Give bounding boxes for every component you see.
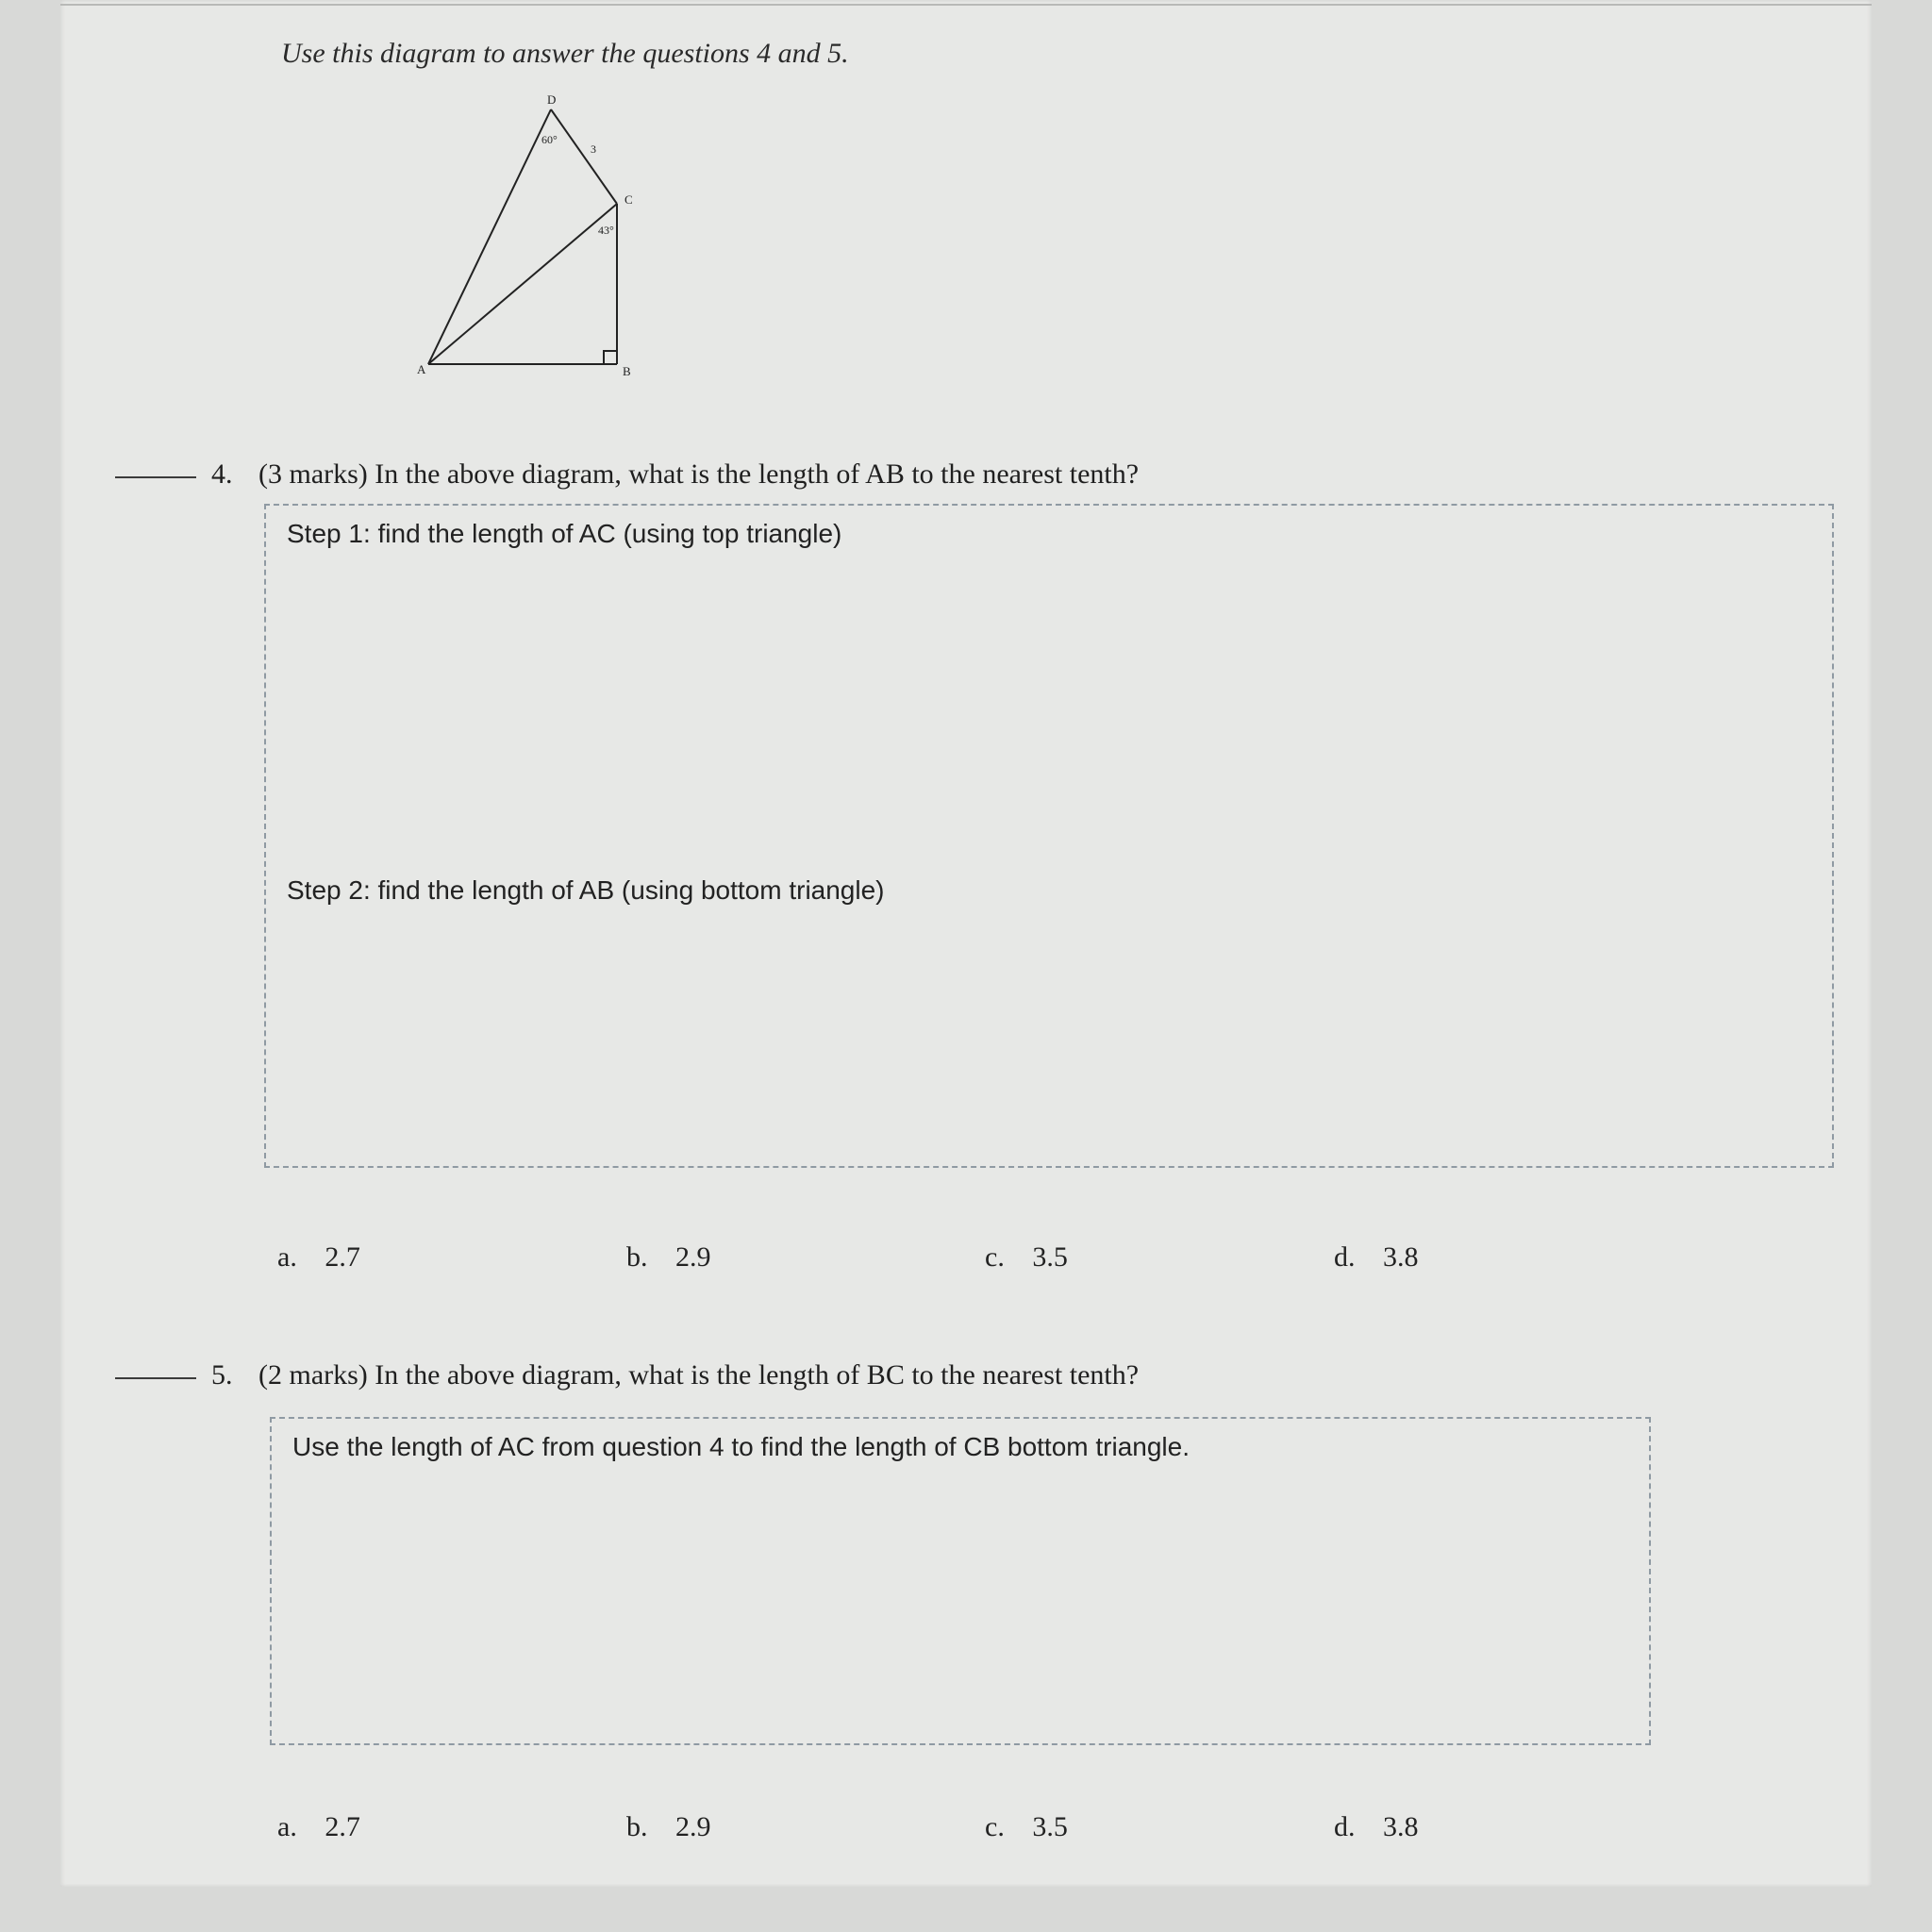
q5-option-c-letter: c. [985, 1811, 1005, 1842]
worksheet-page: Use this diagram to answer the questions… [60, 0, 1872, 1887]
q5-option-c-value: 3.5 [1032, 1811, 1068, 1842]
vertex-label-C: C [625, 192, 633, 207]
q4-work-box: Step 1: find the length of AC (using top… [264, 504, 1834, 1168]
q5-option-d-value: 3.8 [1383, 1811, 1419, 1842]
q5-option-d[interactable]: d. 3.8 [1334, 1811, 1419, 1843]
q4-option-a-value: 2.7 [325, 1241, 360, 1273]
geometry-diagram: A B C D 60° 3 43° [400, 91, 683, 392]
top-horizontal-rule [60, 4, 1872, 6]
triangle-diagram-svg: A B C D 60° 3 43° [400, 91, 683, 392]
answer-blank-line-q4 [115, 476, 196, 478]
q5-option-b-value: 2.9 [675, 1811, 711, 1842]
q5-work-box: Use the length of AC from question 4 to … [270, 1417, 1651, 1745]
q4-option-d[interactable]: d. 3.8 [1334, 1241, 1419, 1274]
q5-option-a[interactable]: a. 2.7 [277, 1811, 626, 1843]
q4-number: 4. [211, 458, 233, 491]
q4-option-c-value: 3.5 [1032, 1241, 1068, 1273]
q4-option-b-value: 2.9 [675, 1241, 711, 1273]
q5-option-d-letter: d. [1334, 1811, 1356, 1842]
q5-option-a-letter: a. [277, 1811, 297, 1842]
q4-options: a. 2.7 b. 2.9 c. 3.5 d. 3.8 [277, 1241, 1692, 1274]
q5-text: (2 marks) In the above diagram, what is … [258, 1359, 1139, 1391]
q4-option-a-letter: a. [277, 1241, 297, 1273]
q4-option-a[interactable]: a. 2.7 [277, 1241, 626, 1274]
q5-option-b[interactable]: b. 2.9 [626, 1811, 985, 1843]
q4-option-b[interactable]: b. 2.9 [626, 1241, 985, 1274]
q5-hint-label: Use the length of AC from question 4 to … [292, 1432, 1190, 1462]
q4-step1-label: Step 1: find the length of AC (using top… [287, 519, 841, 549]
angle-label-D: 60° [541, 133, 558, 146]
q4-option-c[interactable]: c. 3.5 [985, 1241, 1334, 1274]
vertex-label-D: D [547, 92, 556, 107]
q4-option-c-letter: c. [985, 1241, 1005, 1273]
answer-blank-line-q5 [115, 1377, 196, 1379]
q4-text: (3 marks) In the above diagram, what is … [258, 458, 1139, 491]
side-label-DC: 3 [591, 142, 596, 156]
q4-option-d-letter: d. [1334, 1241, 1356, 1273]
angle-label-C: 43° [598, 224, 614, 237]
diagram-instruction: Use this diagram to answer the questions… [281, 38, 849, 70]
q5-options: a. 2.7 b. 2.9 c. 3.5 d. 3.8 [277, 1811, 1692, 1843]
vertex-label-A: A [417, 362, 426, 376]
vertex-label-B: B [623, 364, 631, 378]
q4-step2-label: Step 2: find the length of AB (using bot… [287, 875, 885, 906]
q4-option-d-value: 3.8 [1383, 1241, 1419, 1273]
q5-option-c[interactable]: c. 3.5 [985, 1811, 1334, 1843]
q4-option-b-letter: b. [626, 1241, 648, 1273]
q5-option-a-value: 2.7 [325, 1811, 360, 1842]
q5-number: 5. [211, 1359, 233, 1391]
q5-option-b-letter: b. [626, 1811, 648, 1842]
